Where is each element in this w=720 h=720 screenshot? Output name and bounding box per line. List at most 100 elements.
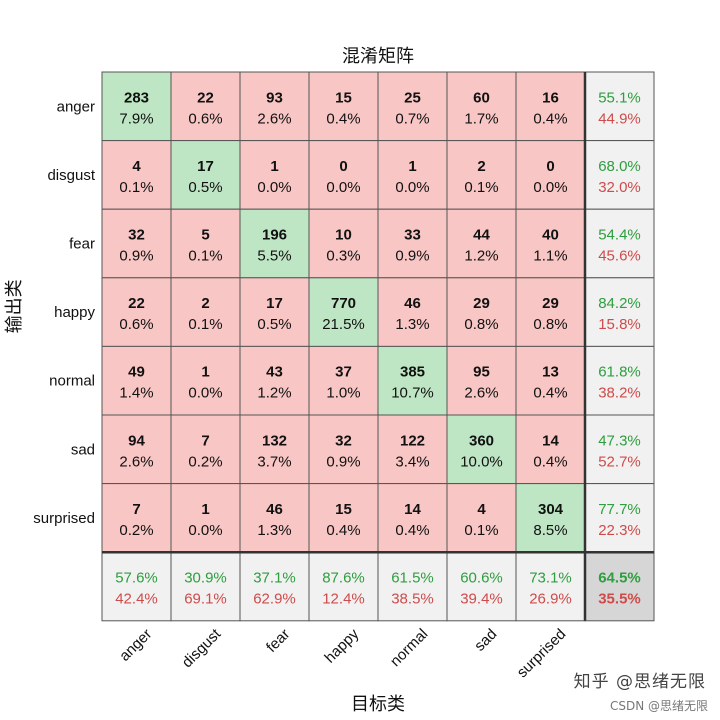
cell-percent: 1.7%: [464, 110, 498, 127]
col-summary-cell: [308, 551, 379, 622]
cell-percent: 10.0%: [460, 453, 503, 470]
cell-count: 5: [201, 227, 209, 244]
cell-percent: 0.0%: [188, 385, 222, 402]
col-summary-incorrect: 69.1%: [184, 591, 227, 608]
cell-percent: 0.1%: [188, 316, 222, 333]
cell-count: 37: [335, 364, 352, 381]
row-summary-incorrect: 45.6%: [598, 248, 641, 265]
matrix-cell: [515, 140, 586, 210]
cell-count: 1: [201, 501, 209, 518]
zhihu-watermark: 知乎 @思绪无限: [573, 672, 706, 692]
x-tick-label: sad: [471, 626, 500, 655]
cell-count: 122: [400, 432, 425, 449]
matrix-cell: [377, 277, 448, 347]
cell-count: 2: [201, 295, 209, 312]
col-summary-cell: [170, 551, 241, 622]
cell-percent: 0.8%: [464, 316, 498, 333]
y-tick-label: sad: [71, 441, 95, 458]
cell-count: 17: [197, 158, 214, 175]
row-summary-cell: [584, 140, 655, 210]
cell-percent: 0.0%: [533, 179, 567, 196]
col-summary-correct: 61.5%: [391, 570, 434, 587]
cell-percent: 0.4%: [395, 522, 429, 539]
cell-percent: 0.5%: [257, 316, 291, 333]
col-summary-correct: 30.9%: [184, 570, 227, 587]
cell-percent: 0.4%: [326, 522, 360, 539]
cell-percent: 0.0%: [257, 179, 291, 196]
matrix-cell: [239, 71, 310, 142]
cell-count: 33: [404, 227, 421, 244]
cell-percent: 1.4%: [119, 385, 153, 402]
col-summary-incorrect: 38.5%: [391, 591, 434, 608]
matrix-cell: [308, 208, 379, 279]
cell-percent: 0.1%: [188, 248, 222, 265]
cell-percent: 0.3%: [326, 248, 360, 265]
cell-percent: 0.5%: [188, 179, 222, 196]
matrix-cell: [308, 277, 379, 347]
cell-percent: 1.3%: [257, 522, 291, 539]
matrix-cell: [239, 414, 310, 485]
matrix-cell: [377, 208, 448, 279]
cell-count: 60: [473, 89, 490, 106]
cell-percent: 1.3%: [395, 316, 429, 333]
col-summary-incorrect: 39.4%: [460, 591, 503, 608]
cell-count: 46: [266, 501, 283, 518]
y-tick-label: surprised: [33, 510, 95, 527]
row-summary-correct: 68.0%: [598, 158, 641, 175]
cell-percent: 5.5%: [257, 248, 291, 265]
cell-count: 385: [400, 364, 425, 381]
y-tick-label: disgust: [47, 167, 95, 184]
col-summary-incorrect: 62.9%: [253, 591, 296, 608]
cell-percent: 0.1%: [119, 179, 153, 196]
row-summary-correct: 54.4%: [598, 227, 641, 244]
cell-count: 0: [339, 158, 347, 175]
cell-count: 4: [132, 158, 141, 175]
cell-percent: 0.4%: [326, 110, 360, 127]
row-summary-cell: [584, 208, 655, 279]
matrix-cell: [446, 71, 517, 142]
cell-count: 40: [542, 227, 559, 244]
matrix-cell: [377, 140, 448, 210]
matrix-cell: [101, 71, 172, 142]
matrix-cell: [170, 345, 241, 416]
cell-count: 132: [262, 432, 287, 449]
matrix-cell: [170, 208, 241, 279]
cell-percent: 0.4%: [533, 453, 567, 470]
cell-percent: 0.6%: [119, 316, 153, 333]
y-tick-label: normal: [49, 373, 95, 390]
cell-count: 14: [542, 432, 559, 449]
cell-count: 44: [473, 227, 490, 244]
cell-percent: 2.6%: [119, 453, 153, 470]
matrix-cell: [239, 277, 310, 347]
x-tick-label: surprised: [514, 626, 570, 682]
cell-percent: 3.4%: [395, 453, 429, 470]
cell-count: 29: [473, 295, 490, 312]
cell-percent: 0.9%: [119, 248, 153, 265]
cell-count: 283: [124, 89, 149, 106]
cell-percent: 0.7%: [395, 110, 429, 127]
matrix-cell: [377, 483, 448, 553]
matrix-cell: [446, 345, 517, 416]
cell-count: 15: [335, 89, 352, 106]
cell-percent: 1.2%: [464, 248, 498, 265]
cell-count: 49: [128, 364, 145, 381]
matrix-cell: [446, 208, 517, 279]
cell-percent: 8.5%: [533, 522, 567, 539]
row-summary-cell: [584, 483, 655, 553]
x-tick-label: disgust: [179, 625, 225, 671]
col-summary-correct: 57.6%: [115, 570, 158, 587]
cell-percent: 0.0%: [395, 179, 429, 196]
matrix-cell: [515, 208, 586, 279]
cell-count: 7: [201, 432, 209, 449]
row-summary-incorrect: 38.2%: [598, 385, 641, 402]
cell-percent: 0.9%: [326, 453, 360, 470]
csdn-watermark: CSDN @思绪无限: [609, 699, 708, 713]
matrix-cell: [101, 140, 172, 210]
matrix-cell: [515, 277, 586, 347]
row-summary-correct: 61.8%: [598, 364, 641, 381]
x-tick-label: anger: [116, 626, 155, 665]
cell-percent: 0.2%: [119, 522, 153, 539]
cell-count: 13: [542, 364, 559, 381]
overall-incorrect: 35.5%: [598, 591, 641, 608]
